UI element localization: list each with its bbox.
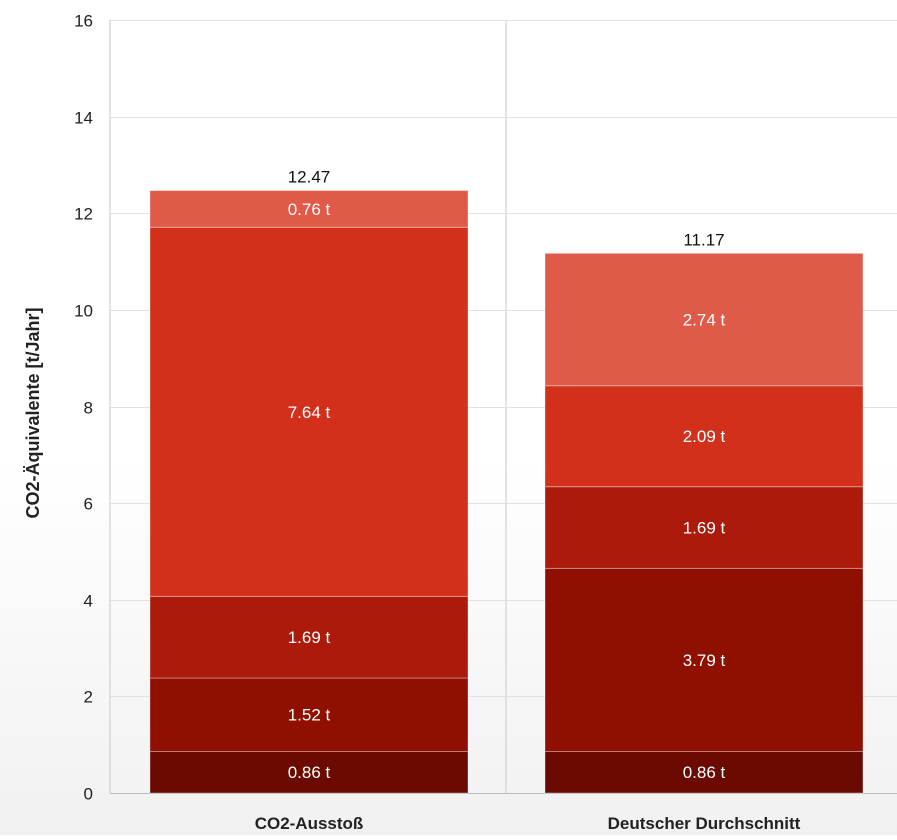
bar-segment bbox=[149, 677, 469, 752]
segment-label: 2.09 t bbox=[683, 427, 726, 446]
x-axis: CO2-Ausstoß Deutscher Durchschnitt bbox=[255, 814, 801, 833]
x-category-label: CO2-Ausstoß bbox=[255, 814, 364, 833]
y-axis-label: CO2-Äquivalente [t/Jahr] bbox=[23, 307, 43, 518]
bar-segment bbox=[149, 595, 469, 679]
bar-segment bbox=[544, 486, 864, 569]
segment-label: 3.79 t bbox=[683, 651, 726, 670]
x-category-label: Deutscher Durchschnitt bbox=[608, 814, 801, 833]
segment-label: 1.52 t bbox=[288, 706, 331, 725]
data-labels: 0.86 t 1.52 t 1.69 t 7.64 t 0.76 t 12.47 0.86 … bbox=[288, 168, 726, 783]
y-tick-label: 8 bbox=[84, 399, 93, 418]
total-label: 12.47 bbox=[288, 168, 331, 187]
segment-label: 0.76 t bbox=[288, 200, 331, 219]
segment-label: 0.86 t bbox=[683, 763, 726, 782]
segment-label: 2.74 t bbox=[683, 311, 726, 330]
segment-label: 1.69 t bbox=[288, 628, 331, 647]
y-tick-label: 16 bbox=[74, 12, 93, 31]
y-tick-label: 2 bbox=[84, 688, 93, 707]
y-tick-label: 6 bbox=[84, 495, 93, 514]
bar-segment bbox=[544, 385, 864, 488]
y-tick-label: 4 bbox=[84, 592, 93, 611]
bars bbox=[149, 190, 864, 794]
y-tick-label: 10 bbox=[74, 302, 93, 321]
bar-segment bbox=[544, 567, 864, 752]
total-label: 11.17 bbox=[683, 230, 724, 249]
segment-label: 1.69 t bbox=[683, 519, 726, 538]
y-tick-label: 14 bbox=[74, 109, 93, 128]
y-tick-label: 12 bbox=[74, 205, 93, 224]
segment-label: 0.86 t bbox=[288, 763, 331, 782]
segment-label: 7.64 t bbox=[288, 403, 331, 422]
y-axis: 0 2 4 6 8 10 12 14 16 bbox=[74, 12, 111, 804]
bar-segment bbox=[149, 226, 469, 597]
bar-segment bbox=[149, 190, 469, 228]
y-tick-label: 0 bbox=[84, 785, 93, 804]
bar-segment bbox=[149, 750, 469, 794]
bar-segment bbox=[544, 252, 864, 387]
